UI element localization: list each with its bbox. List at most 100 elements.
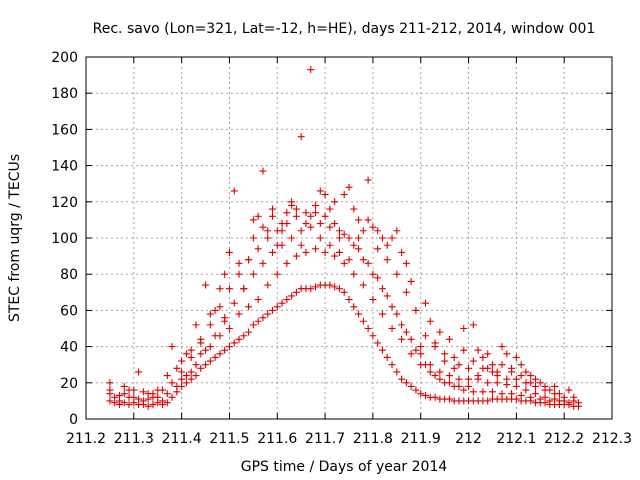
- data-point: [120, 390, 128, 398]
- data-point: [182, 372, 190, 380]
- data-point: [278, 241, 286, 249]
- data-point: [225, 248, 233, 256]
- data-point: [398, 335, 406, 343]
- data-point: [488, 361, 496, 369]
- data-point: [211, 306, 219, 314]
- data-point: [402, 288, 410, 296]
- data-point: [345, 256, 353, 264]
- data-point: [441, 357, 449, 365]
- data-point: [479, 353, 487, 361]
- data-point: [240, 332, 248, 340]
- data-point: [350, 303, 358, 311]
- data-point: [383, 256, 391, 264]
- x-tick-label: 212: [455, 431, 482, 447]
- data-point: [264, 281, 272, 289]
- data-point: [474, 346, 482, 354]
- data-point: [551, 390, 559, 398]
- data-point: [378, 346, 386, 354]
- data-point: [469, 388, 477, 396]
- data-point: [508, 390, 516, 398]
- data-point: [297, 241, 305, 249]
- data-point: [393, 270, 401, 278]
- data-point: [321, 191, 329, 199]
- data-point: [383, 353, 391, 361]
- data-point: [422, 391, 430, 399]
- data-point: [369, 270, 377, 278]
- data-point: [264, 310, 272, 318]
- data-point: [465, 364, 473, 372]
- data-point: [412, 386, 420, 394]
- data-point: [450, 364, 458, 372]
- data-point: [249, 321, 257, 329]
- data-point: [312, 245, 320, 253]
- y-tick-label: 80: [60, 267, 78, 283]
- data-point: [254, 317, 262, 325]
- data-point: [173, 364, 181, 372]
- data-point: [422, 332, 430, 340]
- data-point: [364, 259, 372, 267]
- data-point: [163, 399, 171, 407]
- data-point: [541, 386, 549, 394]
- data-points: [106, 66, 583, 410]
- data-point: [168, 343, 176, 351]
- data-point: [460, 346, 468, 354]
- data-point: [455, 375, 463, 383]
- data-point: [321, 248, 329, 256]
- data-point: [383, 292, 391, 300]
- data-point: [111, 399, 119, 407]
- data-point: [230, 299, 238, 307]
- data-point: [302, 220, 310, 228]
- data-point: [417, 350, 425, 358]
- data-point: [340, 191, 348, 199]
- data-point: [292, 288, 300, 296]
- data-point: [374, 245, 382, 253]
- data-point: [307, 223, 315, 231]
- data-point: [383, 241, 391, 249]
- data-point: [378, 310, 386, 318]
- y-tick-label: 100: [51, 231, 78, 247]
- data-point: [245, 256, 253, 264]
- data-point: [249, 234, 257, 242]
- x-tick-label: 211.7: [305, 431, 345, 447]
- data-point: [479, 388, 487, 396]
- data-point: [268, 205, 276, 213]
- data-point: [441, 350, 449, 358]
- data-point: [445, 379, 453, 387]
- data-point: [335, 285, 343, 293]
- data-point: [268, 212, 276, 220]
- data-point: [536, 395, 544, 403]
- data-point: [254, 245, 262, 253]
- data-point: [202, 281, 210, 289]
- data-point: [565, 399, 573, 407]
- data-point: [283, 220, 291, 228]
- data-point: [135, 368, 143, 376]
- data-point: [202, 361, 210, 369]
- data-point: [369, 223, 377, 231]
- data-point: [445, 395, 453, 403]
- data-point: [225, 343, 233, 351]
- data-point: [465, 375, 473, 383]
- data-point: [484, 379, 492, 387]
- data-point: [445, 335, 453, 343]
- data-point: [331, 220, 339, 228]
- data-point: [187, 346, 195, 354]
- data-point: [230, 339, 238, 347]
- data-point: [259, 223, 267, 231]
- y-tick-label: 0: [69, 412, 78, 428]
- chart-title: Rec. savo (Lon=321, Lat=-12, h=HE), days…: [93, 21, 596, 37]
- data-point: [460, 386, 468, 394]
- data-point: [335, 234, 343, 242]
- data-point: [536, 379, 544, 387]
- data-point: [240, 285, 248, 293]
- data-point: [273, 303, 281, 311]
- data-point: [197, 350, 205, 358]
- data-point: [426, 317, 434, 325]
- data-point: [216, 285, 224, 293]
- data-point: [575, 399, 583, 407]
- data-point: [245, 328, 253, 336]
- data-point: [493, 372, 501, 380]
- data-point: [541, 393, 549, 401]
- data-point: [503, 375, 511, 383]
- data-point: [182, 350, 190, 358]
